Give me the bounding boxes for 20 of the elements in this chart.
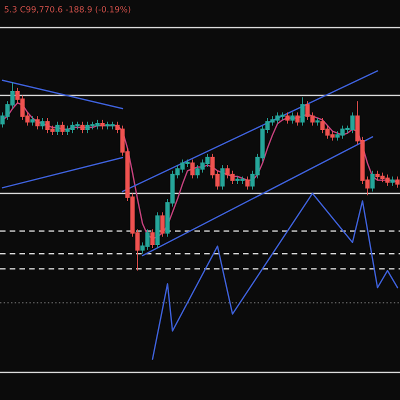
candlestick xyxy=(295,112,300,126)
candlestick xyxy=(245,176,250,190)
candlestick xyxy=(100,119,105,130)
text: 5.3 C99,770.6 -188.9 (-0.19%) xyxy=(4,6,130,14)
candlestick xyxy=(30,116,35,126)
candlestick xyxy=(150,228,155,248)
candlestick xyxy=(60,121,65,136)
candlestick xyxy=(80,121,85,134)
candlestick xyxy=(160,212,165,238)
candlestick xyxy=(220,164,225,190)
candlestick xyxy=(290,112,295,124)
candlestick xyxy=(285,112,290,124)
candlestick xyxy=(395,176,400,188)
candlestick xyxy=(370,170,375,192)
candlestick xyxy=(55,121,60,136)
candlestick xyxy=(390,176,395,186)
candlestick xyxy=(35,116,40,130)
candlestick xyxy=(190,159,195,179)
candlestick xyxy=(40,118,45,130)
candlestick xyxy=(300,96,305,126)
